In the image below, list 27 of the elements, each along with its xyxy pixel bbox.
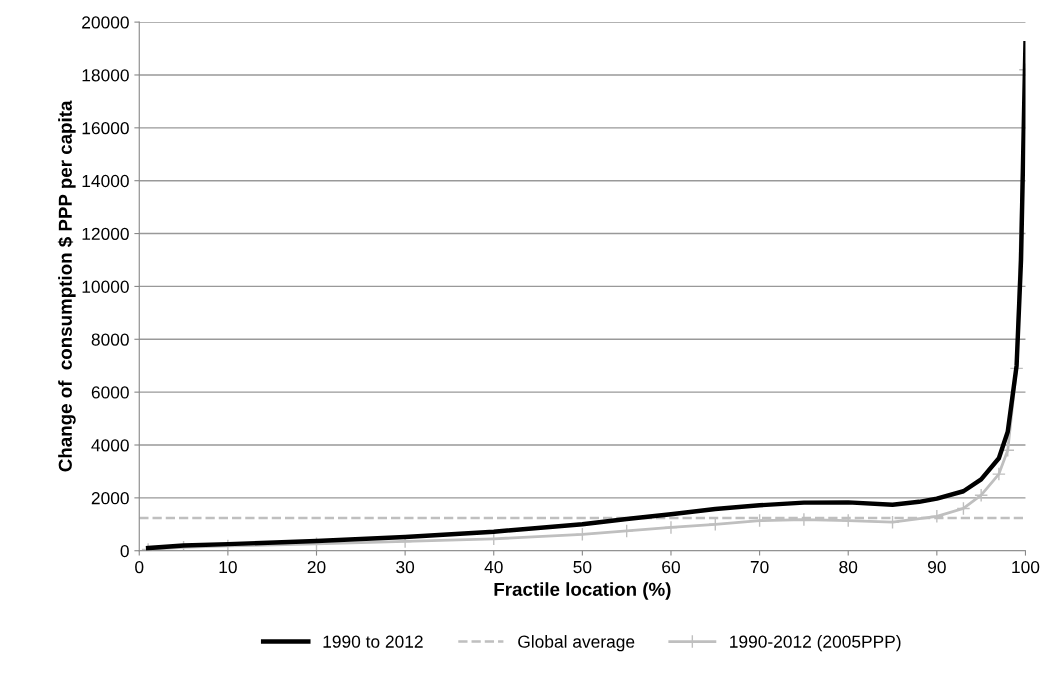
y-axis-title: Change of consumption $ PPP per capita: [57, 100, 76, 472]
x-tick-label: 0: [135, 560, 144, 574]
y-tick-label: 10000: [82, 280, 129, 293]
x-tick-label: 90: [928, 560, 946, 574]
x-tick-label: 80: [839, 560, 858, 574]
x-tick-label: 10: [219, 560, 237, 574]
x-tick-label: 30: [396, 560, 415, 574]
x-axis-title: Fractile location (%): [494, 582, 671, 600]
y-tick-label: 20000: [82, 16, 129, 29]
legend-label: 1990-2012 (2005PPP): [730, 635, 901, 652]
legend-label: 1990 to 2012: [323, 635, 423, 648]
legend-label: Global average: [518, 635, 635, 652]
y-tick-label: 4000: [91, 439, 129, 452]
y-tick-label: 8000: [91, 333, 129, 346]
y-tick-label: 16000: [82, 122, 129, 135]
x-tick-label: 100: [1012, 560, 1040, 574]
x-tick-label: 20: [307, 560, 326, 574]
y-tick-label: 2000: [91, 492, 129, 505]
y-tick-label: 14000: [82, 174, 129, 188]
y-tick-label: 18000: [82, 69, 129, 82]
x-tick-label: 70: [750, 560, 769, 574]
x-tick-label: 40: [484, 560, 503, 574]
y-tick-label: 12000: [82, 227, 129, 241]
y-tick-label: 0: [120, 544, 129, 558]
x-tick-label: 50: [573, 560, 592, 574]
y-tick-label: 6000: [91, 386, 129, 399]
x-tick-label: 60: [662, 560, 680, 574]
